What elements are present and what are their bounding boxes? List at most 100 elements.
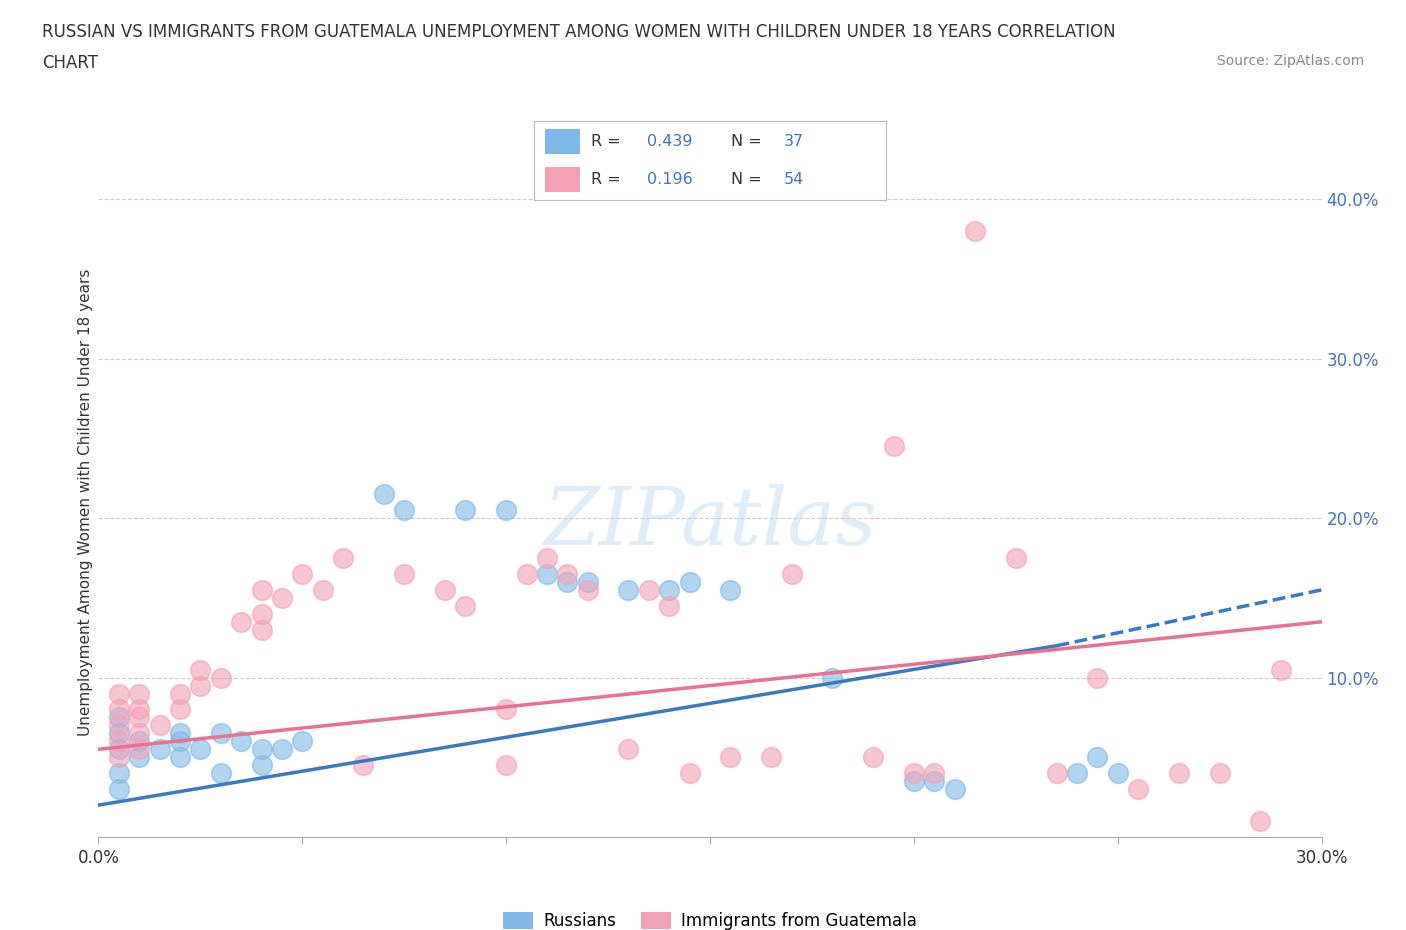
Point: [250, 742, 273, 757]
Point: [720, 750, 742, 764]
Point: [1045, 765, 1069, 780]
Text: ZIPatlas: ZIPatlas: [543, 484, 877, 561]
Text: 0.439: 0.439: [647, 134, 692, 149]
Text: N =: N =: [731, 172, 762, 187]
Point: [312, 582, 335, 597]
Point: [617, 742, 640, 757]
Point: [862, 750, 884, 764]
Point: [128, 750, 150, 764]
Text: 54: 54: [785, 172, 804, 187]
Text: 0.196: 0.196: [647, 172, 693, 187]
Point: [720, 582, 742, 597]
Point: [128, 726, 150, 741]
Point: [149, 742, 172, 757]
Point: [128, 702, 150, 717]
Point: [108, 710, 131, 724]
Point: [128, 710, 150, 724]
Text: Source: ZipAtlas.com: Source: ZipAtlas.com: [1216, 54, 1364, 68]
Point: [679, 575, 702, 590]
Point: [169, 750, 191, 764]
Point: [1085, 750, 1108, 764]
Point: [128, 734, 150, 749]
Point: [1128, 782, 1150, 797]
Point: [291, 734, 314, 749]
Point: [903, 765, 925, 780]
Point: [1066, 765, 1088, 780]
Point: [1004, 551, 1026, 565]
Point: [821, 671, 844, 685]
Text: 37: 37: [785, 134, 804, 149]
Text: CHART: CHART: [42, 54, 98, 72]
Point: [965, 224, 987, 239]
Point: [209, 765, 232, 780]
Point: [1167, 765, 1189, 780]
Point: [291, 566, 314, 581]
Point: [658, 582, 681, 597]
Point: [638, 582, 661, 597]
Point: [128, 742, 150, 757]
Point: [392, 503, 416, 518]
Point: [495, 503, 517, 518]
Text: N =: N =: [731, 134, 762, 149]
Point: [576, 575, 599, 590]
Point: [1249, 814, 1271, 829]
Point: [922, 765, 945, 780]
Point: [658, 598, 681, 613]
Legend: Russians, Immigrants from Guatemala: Russians, Immigrants from Guatemala: [496, 906, 924, 930]
Point: [169, 686, 191, 701]
Point: [495, 758, 517, 773]
Point: [209, 726, 232, 741]
Text: RUSSIAN VS IMMIGRANTS FROM GUATEMALA UNEMPLOYMENT AMONG WOMEN WITH CHILDREN UNDE: RUSSIAN VS IMMIGRANTS FROM GUATEMALA UNE…: [42, 23, 1116, 41]
Point: [780, 566, 803, 581]
Point: [373, 486, 395, 501]
Point: [392, 566, 416, 581]
Point: [231, 615, 253, 630]
Point: [1209, 765, 1232, 780]
Point: [108, 726, 131, 741]
Point: [332, 551, 354, 565]
Point: [536, 551, 558, 565]
Point: [250, 758, 273, 773]
Text: R =: R =: [591, 134, 620, 149]
Point: [169, 702, 191, 717]
Point: [352, 758, 374, 773]
Point: [922, 774, 945, 789]
Point: [434, 582, 457, 597]
Point: [108, 782, 131, 797]
Point: [149, 718, 172, 733]
Point: [883, 439, 905, 454]
Point: [495, 702, 517, 717]
Bar: [544, 128, 579, 154]
Point: [1107, 765, 1129, 780]
Point: [454, 598, 477, 613]
Point: [270, 591, 294, 605]
Point: [231, 734, 253, 749]
Point: [250, 622, 273, 637]
Point: [1085, 671, 1108, 685]
Point: [209, 671, 232, 685]
Point: [943, 782, 966, 797]
Point: [536, 566, 558, 581]
Point: [108, 750, 131, 764]
Point: [169, 726, 191, 741]
Point: [903, 774, 925, 789]
Point: [250, 606, 273, 621]
Point: [188, 678, 212, 693]
Point: [108, 702, 131, 717]
Text: R =: R =: [591, 172, 620, 187]
Point: [270, 742, 294, 757]
Point: [108, 765, 131, 780]
Point: [576, 582, 599, 597]
Point: [617, 582, 640, 597]
Point: [761, 750, 783, 764]
Point: [108, 686, 131, 701]
Point: [128, 686, 150, 701]
Point: [250, 582, 273, 597]
Y-axis label: Unemployment Among Women with Children Under 18 years: Unemployment Among Women with Children U…: [77, 269, 93, 736]
Point: [108, 734, 131, 749]
Point: [557, 566, 579, 581]
Point: [557, 575, 579, 590]
Point: [516, 566, 538, 581]
Point: [679, 765, 702, 780]
Point: [188, 662, 212, 677]
